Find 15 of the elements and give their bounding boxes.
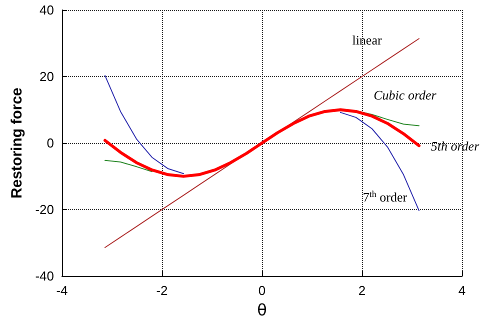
y-tick-label: -40: [35, 268, 54, 284]
x-tick-label: 0: [258, 283, 266, 298]
y-tick-label: 20: [40, 69, 54, 84]
y-axis-title: Restoring force: [8, 88, 26, 198]
x-tick-label: -2: [156, 283, 168, 298]
y-tick-label: 40: [40, 2, 54, 18]
x-tick-label: 2: [358, 283, 366, 298]
x-axis-title: θ: [257, 300, 267, 320]
y-tick-label: 0: [46, 136, 54, 151]
x-tick-label: 4: [458, 283, 466, 298]
annotation: 5th order: [430, 138, 480, 154]
annotation: Cubic order: [374, 88, 438, 102]
annotation: linear: [352, 32, 382, 48]
y-tick-label: -20: [35, 202, 54, 218]
x-tick-label: -4: [56, 283, 68, 298]
